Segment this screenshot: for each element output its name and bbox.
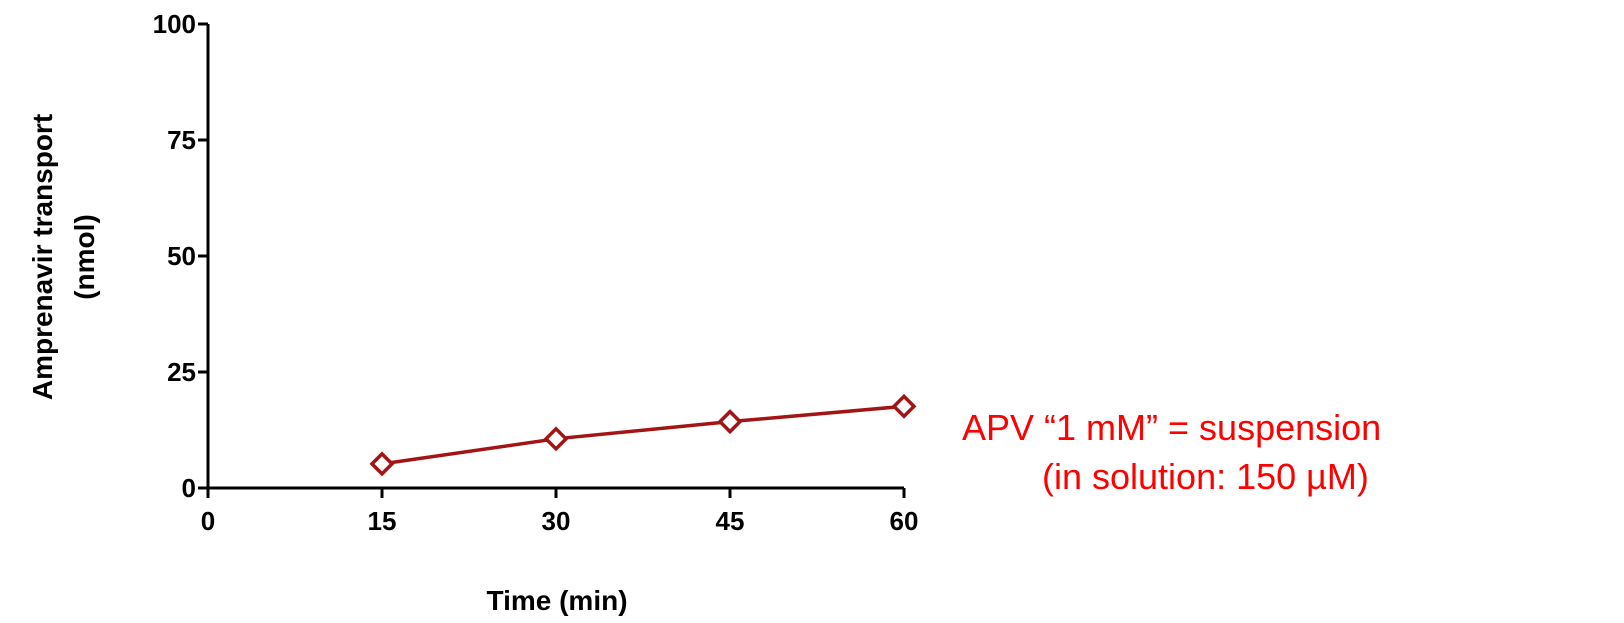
y-tick-label: 25 — [167, 357, 196, 387]
series-line — [381, 404, 905, 466]
data-point-marker — [543, 426, 569, 452]
y-tick-label: 75 — [167, 125, 196, 155]
data-point-marker — [369, 451, 395, 477]
data-point-marker — [717, 409, 743, 435]
x-tick-label: 0 — [201, 506, 215, 536]
y-axis-title-line-1: Amprenavir transport — [27, 114, 58, 400]
series-layer — [369, 393, 917, 477]
y-axis-title-line-2: (nmol) — [69, 214, 100, 300]
x-axis-title: Time (min) — [486, 585, 627, 616]
x-tick-label: 60 — [890, 506, 919, 536]
y-tick-label: 0 — [182, 473, 196, 503]
x-tick-label: 45 — [716, 506, 745, 536]
y-tick-label: 100 — [153, 9, 196, 39]
axes: 0 25 50 75 100 0 15 30 45 60 — [153, 9, 919, 536]
x-tick-label: 30 — [542, 506, 571, 536]
annotation-line-2: (in solution: 150 µM) — [1042, 456, 1369, 497]
x-tick-label: 15 — [368, 506, 397, 536]
y-tick-label: 50 — [167, 241, 196, 271]
data-point-marker — [891, 393, 917, 419]
annotation-line-1: APV “1 mM” = suspension — [962, 407, 1381, 448]
